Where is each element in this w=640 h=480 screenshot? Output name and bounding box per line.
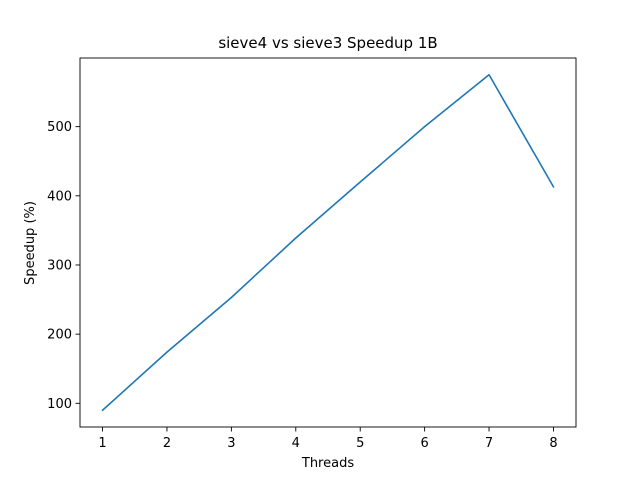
y-axis-label: Speedup (%): [23, 201, 38, 285]
x-tick-label: 4: [292, 436, 300, 451]
x-tick-label: 7: [485, 436, 493, 451]
x-tick-label: 8: [549, 436, 557, 451]
y-tick-label: 300: [47, 258, 72, 273]
y-tick-label: 100: [47, 397, 72, 412]
ticks-layer: 1 2 3 4 5 6 7 8 100 200 300 400 500: [47, 120, 557, 451]
x-tick-label: 6: [420, 436, 428, 451]
chart-title: sieve4 vs sieve3 Speedup 1B: [218, 34, 437, 52]
x-tick-label: 3: [227, 436, 235, 451]
y-tick-label: 400: [47, 189, 72, 204]
series-layer: [101, 73, 555, 412]
plot-frame: [79, 57, 577, 428]
x-tick-label: 2: [163, 436, 171, 451]
y-tick-label: 200: [47, 328, 72, 343]
x-axis-label: Threads: [301, 456, 354, 471]
series-line-speedup: [101, 73, 555, 412]
y-tick-label: 500: [47, 120, 72, 135]
x-tick-label: 1: [98, 436, 106, 451]
x-tick-label: 5: [356, 436, 364, 451]
